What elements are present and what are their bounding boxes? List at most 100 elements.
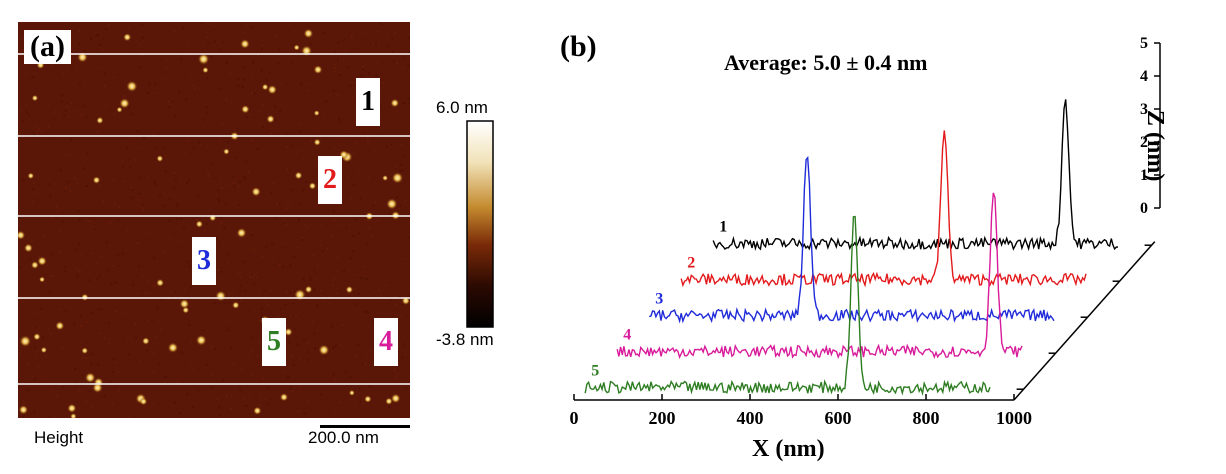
- afm-noise: [371, 234, 374, 237]
- afm-noise: [237, 184, 240, 187]
- afm-noise: [111, 402, 114, 405]
- afm-noise: [331, 284, 334, 287]
- afm-noise: [261, 255, 264, 258]
- afm-noise: [276, 203, 279, 206]
- afm-noise: [90, 37, 93, 40]
- afm-noise: [330, 326, 333, 329]
- afm-noise: [48, 416, 51, 418]
- afm-noise: [313, 332, 316, 335]
- afm-noise: [331, 235, 334, 238]
- afm-noise: [188, 178, 191, 181]
- line-label-4: 4: [374, 318, 398, 366]
- afm-noise: [253, 282, 256, 285]
- afm-noise: [205, 36, 208, 39]
- afm-noise: [42, 336, 45, 339]
- afm-noise: [124, 279, 127, 282]
- afm-noise: [267, 387, 270, 390]
- afm-noise: [50, 217, 53, 220]
- afm-noise: [291, 389, 294, 392]
- afm-noise: [174, 114, 177, 117]
- afm-noise: [349, 84, 352, 87]
- afm-noise: [61, 94, 64, 97]
- afm-noise: [251, 233, 254, 236]
- afm-noise: [62, 266, 65, 269]
- afm-noise: [286, 134, 289, 137]
- afm-particle: [197, 53, 210, 65]
- afm-noise: [218, 199, 221, 202]
- afm-noise: [337, 138, 340, 141]
- afm-noise: [359, 388, 362, 391]
- afm-particle: [139, 397, 148, 406]
- afm-noise: [32, 181, 35, 184]
- afm-noise: [137, 265, 140, 268]
- afm-noise: [227, 293, 230, 296]
- afm-noise: [180, 351, 183, 354]
- afm-particle: [202, 66, 209, 74]
- afm-noise: [164, 376, 167, 379]
- afm-noise: [78, 219, 81, 222]
- afm-noise: [178, 90, 181, 93]
- afm-noise: [361, 402, 364, 405]
- profile-label-4: 4: [623, 326, 631, 343]
- afm-noise: [293, 315, 296, 318]
- afm-noise: [18, 216, 21, 219]
- afm-noise: [78, 242, 81, 245]
- afm-noise: [352, 97, 355, 100]
- afm-noise: [355, 383, 358, 386]
- afm-noise: [272, 182, 275, 185]
- afm-noise: [211, 162, 214, 165]
- afm-noise: [319, 393, 322, 396]
- afm-noise: [48, 183, 51, 186]
- afm-noise: [36, 125, 39, 128]
- afm-noise: [153, 91, 156, 94]
- afm-particle: [304, 285, 313, 294]
- afm-noise: [158, 363, 161, 366]
- afm-noise: [44, 355, 47, 358]
- average-annotation: Average: 5.0 ± 0.4 nm: [724, 50, 928, 75]
- afm-noise: [134, 416, 137, 418]
- afm-noise: [299, 130, 302, 133]
- afm-noise: [115, 310, 118, 313]
- afm-particle: [382, 174, 389, 182]
- afm-noise: [344, 371, 347, 374]
- afm-noise: [338, 117, 341, 120]
- afm-noise: [357, 382, 360, 385]
- afm-noise: [100, 308, 103, 311]
- afm-noise: [90, 405, 93, 408]
- afm-noise: [339, 74, 342, 77]
- afm-particle: [390, 98, 400, 108]
- afm-noise: [123, 95, 126, 98]
- afm-noise: [185, 54, 188, 57]
- afm-noise: [294, 410, 297, 413]
- afm-noise: [52, 111, 55, 114]
- afm-noise: [350, 34, 353, 37]
- afm-noise: [260, 230, 263, 233]
- afm-noise: [359, 197, 362, 200]
- afm-noise: [182, 27, 185, 30]
- afm-particle: [223, 148, 230, 155]
- afm-noise: [121, 252, 124, 255]
- afm-noise: [163, 154, 166, 157]
- afm-noise: [192, 84, 195, 87]
- afm-noise: [303, 412, 306, 415]
- afm-noise: [80, 325, 83, 328]
- afm-noise: [210, 55, 213, 58]
- afm-noise: [40, 307, 43, 310]
- afm-noise: [402, 169, 405, 172]
- afm-noise: [352, 83, 355, 86]
- afm-noise: [357, 293, 360, 296]
- afm-noise: [176, 217, 179, 220]
- afm-noise: [36, 312, 39, 315]
- afm-noise: [375, 74, 378, 77]
- afm-noise: [114, 112, 117, 115]
- afm-noise: [251, 373, 254, 376]
- afm-particle: [23, 243, 33, 253]
- afm-particle: [55, 321, 65, 331]
- afm-noise: [342, 38, 345, 41]
- afm-noise: [297, 150, 300, 153]
- afm-noise: [64, 154, 67, 157]
- afm-noise: [81, 356, 84, 359]
- afm-noise: [366, 325, 369, 328]
- afm-noise: [250, 91, 253, 94]
- afm-noise: [353, 47, 356, 50]
